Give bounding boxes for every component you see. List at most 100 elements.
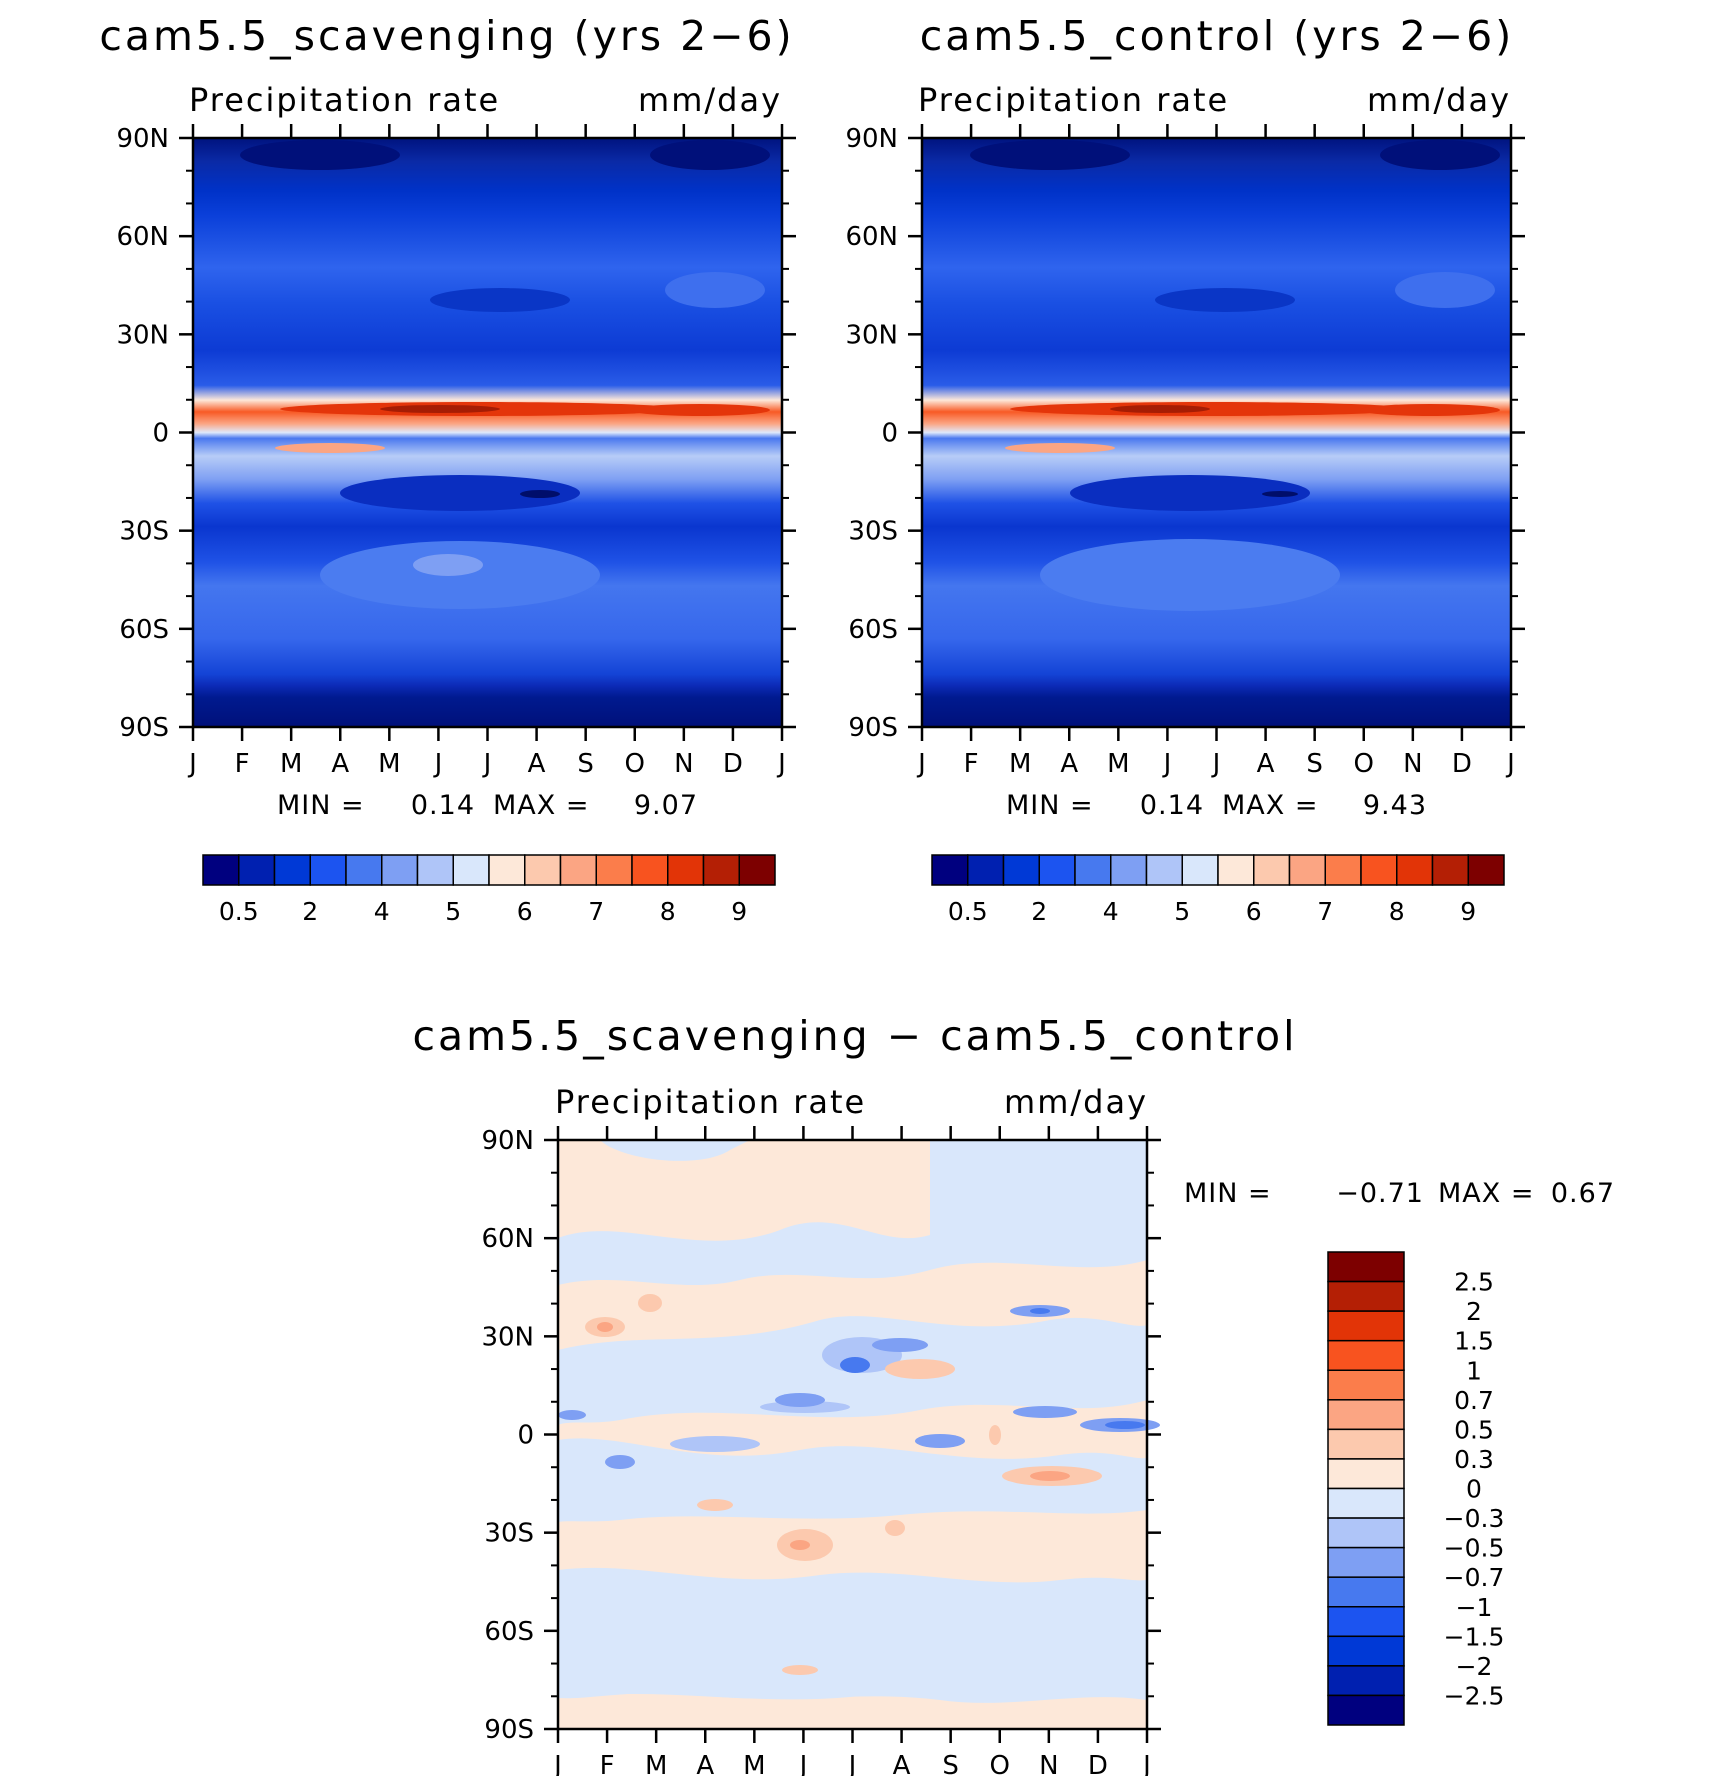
positive-anomaly [885,1359,955,1379]
colorbar-box [967,854,1005,886]
colorbar-label: 6 [1246,897,1262,926]
colorbar-box [1327,1428,1405,1460]
colorbar-box [202,854,240,886]
panel-difference-max-label: MAX = [1438,1178,1534,1209]
colorbar-box [595,854,633,886]
y-tick-label: 60S [484,1617,534,1647]
colorbar-label: 5 [1174,897,1190,926]
panel-difference-max-value: 0.67 [1551,1178,1615,1209]
y-tick-label: 90S [484,1715,534,1745]
colorbar-label: −1.5 [1444,1622,1505,1651]
negative-region [600,1650,1120,1700]
negative-anomaly [1030,1308,1050,1314]
x-tick-label: N [1403,749,1422,779]
colorbar-box [667,854,705,886]
colorbar-box [1396,854,1434,886]
colorbar-box [1038,854,1076,886]
colorbar-box [345,854,383,886]
colorbar-box [559,854,597,886]
colorbar-label: 1 [1466,1356,1482,1385]
x-tick-label: A [696,1751,714,1776]
panel-scavenging-title: cam5.5_scavenging (yrs 2−6) [99,12,794,60]
colorbar-label: 6 [517,897,533,926]
panel-scavenging: cam5.5_scavenging (yrs 2−6) Precipitatio… [99,12,796,926]
spcz-band [1005,443,1115,453]
y-tick-label: 90N [116,124,169,154]
x-tick-label: J [1505,749,1515,779]
positive-anomaly [782,1665,818,1675]
north-pacific-dry [1155,288,1295,312]
colorbar-label: −2.5 [1444,1681,1505,1710]
colorbar-box [1327,1310,1405,1342]
colorbar-label: 2 [1466,1297,1482,1326]
x-tick-label: J [776,749,786,779]
panel-control-left-label: Precipitation rate [918,81,1229,119]
panel-difference-colorbar: 2.521.510.70.50.30−0.3−0.5−0.7−1−1.5−2−2… [1327,1251,1505,1726]
colorbar-box [1327,1339,1405,1371]
colorbar-box [381,854,419,886]
x-tick-label: J [847,1751,857,1776]
x-tick-label: M [1107,749,1129,779]
x-tick-label: J [187,749,197,779]
colorbar-label: 8 [660,897,676,926]
x-tick-label: J [798,1751,808,1776]
panel-scavenging-units: mm/day [638,81,782,119]
x-tick-label: F [600,1751,615,1776]
positive-anomaly [790,1540,810,1550]
y-tick-label: 60S [119,615,169,645]
panel-control-colorbar: 0.5 2 4 5 6 7 8 9 [931,854,1505,926]
y-tick-label: 30S [848,517,898,547]
colorbar-box [416,854,454,886]
colorbar-label: −0.5 [1444,1534,1505,1563]
panel-control-title: cam5.5_control (yrs 2−6) [920,12,1515,60]
y-tick-label: 90S [848,713,898,743]
x-tick-label: M [743,1751,765,1776]
panel-difference-title: cam5.5_scavenging − cam5.5_control [412,1012,1297,1060]
panel-difference-plot [556,1138,1160,1731]
x-tick-label: M [645,1751,667,1776]
colorbar-label: 0.7 [1454,1386,1494,1415]
x-tick-label: N [674,749,693,779]
x-tick-label: A [331,749,349,779]
negative-anomaly [605,1455,635,1469]
colorbar-box [1467,854,1505,886]
x-tick-label: O [625,749,645,779]
colorbar-box [309,854,347,886]
colorbar-label: 9 [731,897,747,926]
itcz-peak [380,405,500,413]
positive-anomaly [638,1294,662,1312]
x-tick-label: M [1009,749,1031,779]
x-tick-label: D [1088,1751,1108,1776]
panel-control: cam5.5_control (yrs 2−6) Precipitation r… [845,12,1525,926]
y-tick-label: 0 [152,419,169,449]
colorbar-box [1253,854,1291,886]
colorbar-box [1327,1635,1405,1667]
colorbar-box [273,854,311,886]
colorbar-label: 5 [445,897,461,926]
colorbar-box [1327,1546,1405,1578]
y-tick-label: 30N [845,320,898,350]
panel-scavenging-colorbar: 0.5 2 4 5 6 7 8 9 [202,854,776,926]
x-tick-label: S [577,749,594,779]
x-tick-label: F [964,749,979,779]
colorbar-label: 7 [1317,897,1333,926]
colorbar-box [1431,854,1469,886]
y-tick-label: 30S [119,517,169,547]
x-tick-label: M [280,749,302,779]
colorbar-box [1002,854,1040,886]
colorbar-box [524,854,562,886]
colorbar-box [1324,854,1362,886]
colorbar-box [1327,1458,1405,1490]
colorbar-label: 0.3 [1454,1445,1494,1474]
x-tick-label: J [482,749,492,779]
southern-minimum [1262,491,1298,497]
x-tick-label: F [235,749,250,779]
negative-anomaly [840,1357,870,1373]
panel-scavenging-max-label: MAX = [493,790,589,821]
southern-minimum [520,490,560,498]
x-tick-label: J [916,749,926,779]
north-pacific-dry [430,288,570,312]
colorbar-box [452,854,490,886]
